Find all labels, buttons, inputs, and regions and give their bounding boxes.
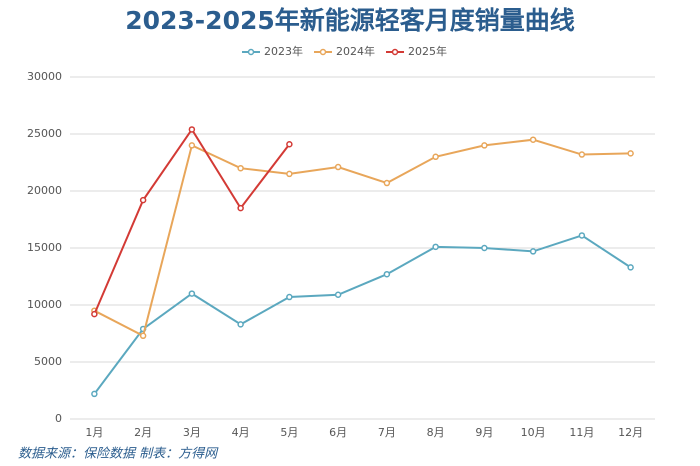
data-point bbox=[383, 179, 391, 187]
legend-label: 2024年 bbox=[336, 44, 375, 58]
data-point bbox=[627, 264, 634, 271]
y-tick-label: 0 bbox=[55, 412, 62, 425]
y-tick-label: 20000 bbox=[27, 184, 62, 197]
data-point bbox=[139, 196, 147, 204]
y-tick-label: 10000 bbox=[27, 298, 62, 311]
series-line bbox=[93, 234, 632, 395]
x-tick-label: 2月 bbox=[134, 426, 152, 439]
x-tick-label: 4月 bbox=[232, 426, 250, 439]
data-point bbox=[91, 310, 98, 318]
legend-marker bbox=[247, 48, 255, 56]
series-line bbox=[93, 127, 291, 315]
series-line bbox=[93, 138, 631, 338]
data-point bbox=[286, 170, 293, 178]
data-point bbox=[237, 204, 244, 212]
data-point bbox=[481, 142, 488, 149]
x-tick-label: 10月 bbox=[521, 426, 546, 439]
data-point bbox=[578, 151, 586, 158]
data-point bbox=[481, 244, 488, 252]
data-point bbox=[627, 150, 634, 157]
x-tick-label: 6月 bbox=[329, 426, 347, 439]
x-tick-label: 3月 bbox=[183, 426, 201, 439]
y-tick-label: 15000 bbox=[27, 241, 62, 254]
legend-marker bbox=[391, 48, 399, 56]
x-tick-label: 7月 bbox=[378, 426, 396, 439]
data-point bbox=[334, 291, 342, 298]
x-tick-label: 1月 bbox=[85, 426, 103, 439]
x-tick-label: 5月 bbox=[280, 426, 298, 439]
data-point bbox=[237, 321, 244, 328]
data-point bbox=[91, 390, 98, 398]
data-point bbox=[286, 293, 293, 301]
legend-label: 2025年 bbox=[408, 44, 447, 58]
chart-title: 2023-2025年新能源轻客月度销量曲线 bbox=[125, 6, 575, 35]
x-tick-label: 12月 bbox=[618, 426, 643, 439]
data-point bbox=[432, 153, 439, 161]
data-point bbox=[188, 142, 196, 149]
y-tick-label: 30000 bbox=[27, 70, 62, 83]
data-point bbox=[139, 332, 147, 340]
y-tick-label: 25000 bbox=[27, 127, 62, 140]
data-point bbox=[188, 290, 196, 297]
data-point bbox=[432, 243, 439, 251]
data-point bbox=[529, 136, 537, 143]
source-note: 数据来源：保险数据 制表：方得网 bbox=[18, 446, 219, 462]
x-tick-label: 9月 bbox=[475, 426, 493, 439]
data-point bbox=[578, 232, 586, 239]
data-point bbox=[286, 141, 293, 148]
x-tick-label: 11月 bbox=[569, 426, 594, 439]
legend-marker bbox=[319, 48, 327, 56]
y-tick-label: 5000 bbox=[34, 355, 62, 368]
legend-label: 2023年 bbox=[264, 44, 303, 58]
data-point bbox=[237, 164, 244, 172]
x-tick-label: 8月 bbox=[427, 426, 445, 439]
data-point bbox=[334, 163, 342, 171]
data-point bbox=[188, 126, 196, 133]
data-point bbox=[383, 270, 391, 278]
data-point bbox=[529, 248, 537, 255]
